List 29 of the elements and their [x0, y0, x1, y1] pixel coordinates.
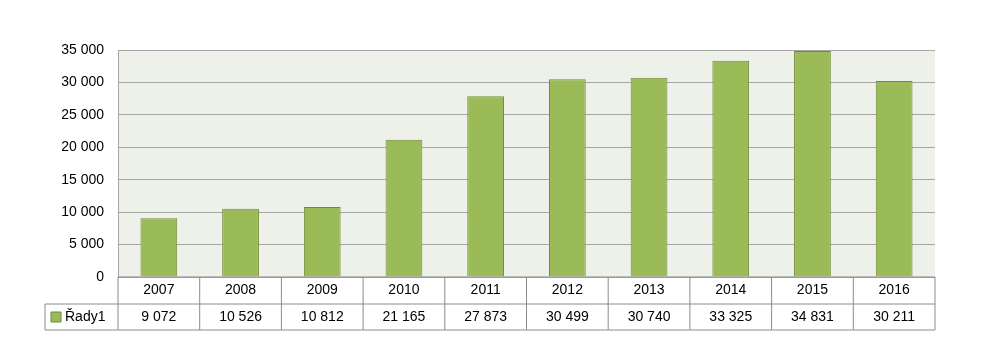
- y-tick-label: 35 000: [61, 40, 105, 57]
- data-label: 10 812: [300, 307, 344, 324]
- y-tick-label: 0: [96, 267, 105, 284]
- x-tick-label: 2016: [878, 281, 910, 298]
- data-label: 27 873: [464, 307, 508, 324]
- legend-label: Řady1: [65, 307, 106, 324]
- y-tick-label: 15 000: [61, 170, 105, 187]
- y-tick-label: 10 000: [61, 203, 105, 219]
- y-tick-label: 30 000: [61, 73, 105, 90]
- x-tick-label: 2013: [633, 281, 665, 298]
- y-tick-label: 20 000: [61, 138, 105, 155]
- x-tick-label: 2007: [143, 281, 175, 298]
- data-label: 34 831: [791, 307, 835, 324]
- x-tick-label: 2009: [306, 281, 339, 298]
- data-label: 30 740: [627, 307, 671, 324]
- x-tick-label: 2012: [551, 281, 584, 298]
- x-tick-label: 2008: [224, 281, 257, 298]
- x-tick-label: 2014: [715, 281, 747, 298]
- y-tick-label: 25 000: [61, 105, 105, 122]
- data-label: 30 499: [545, 307, 589, 324]
- data-label: 9 072: [141, 307, 177, 324]
- data-label: 10 526: [219, 307, 263, 324]
- data-label: 21 165: [382, 307, 426, 324]
- x-tick-label: 2011: [470, 281, 501, 298]
- x-tick-label: 2015: [796, 281, 829, 298]
- data-label: 30 211: [873, 307, 916, 324]
- x-tick-label: 2010: [388, 281, 420, 298]
- y-tick-label: 5 000: [68, 235, 105, 252]
- data-label: 33 325: [709, 307, 753, 324]
